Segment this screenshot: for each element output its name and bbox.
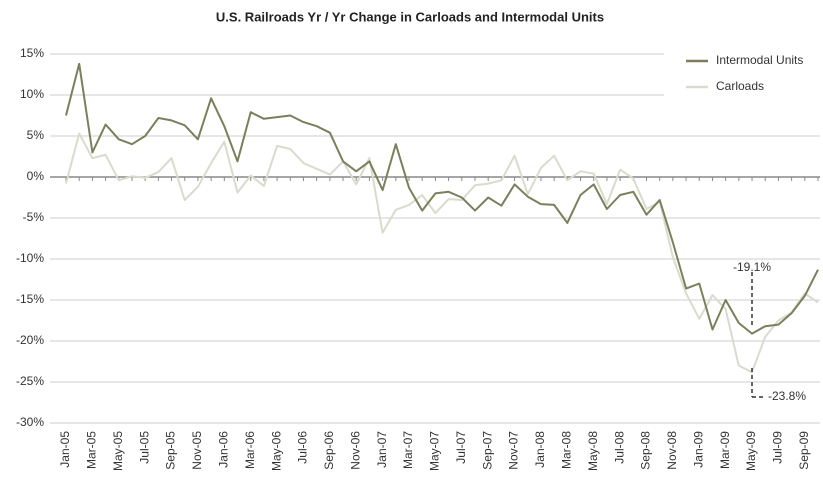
plot (65, 62, 819, 374)
legend-label: Carloads (716, 79, 764, 93)
x-tick-label: Jul-05 (137, 431, 151, 464)
y-tick-label: -25% (16, 374, 44, 388)
x-tick-label: Jan-06 (216, 431, 230, 468)
x-tick-label: Jan-08 (533, 431, 547, 468)
x-tick-label: Nov-08 (665, 431, 679, 470)
x-tick-label: Sep-05 (164, 431, 178, 470)
x-tick-label: Nov-07 (507, 431, 521, 470)
x-tick-label: Jul-07 (454, 431, 468, 464)
x-tick-label: May-06 (269, 431, 283, 471)
y-tick-label: 5% (27, 128, 45, 142)
x-tick-label: Mar-05 (85, 431, 99, 469)
x-tick-label: Sep-08 (639, 431, 653, 470)
y-tick-label: 15% (20, 46, 44, 60)
x-tick-label: Mar-07 (401, 431, 415, 469)
y-tick-label: -20% (16, 333, 44, 347)
x-tick-label: Sep-07 (480, 431, 494, 470)
series-line (65, 132, 819, 374)
y-tick-label: -15% (16, 292, 44, 306)
series-line (65, 62, 819, 335)
x-tick-label: May-08 (586, 431, 600, 471)
x-tick-label: Jan-05 (58, 431, 72, 468)
chart-title: U.S. Railroads Yr / Yr Change in Carload… (216, 9, 604, 24)
x-tick-label: Sep-09 (797, 431, 811, 470)
y-tick-label: -10% (16, 251, 44, 265)
grid (50, 53, 820, 424)
legend-label: Intermodal Units (716, 53, 803, 67)
x-tick-label: Mar-06 (243, 431, 257, 469)
y-tick-label: 10% (20, 87, 44, 101)
x-tick-label: Mar-08 (560, 431, 574, 469)
x-tick-label: Nov-05 (190, 431, 204, 470)
y-tick-label: -30% (16, 415, 44, 429)
x-tick-label: Mar-09 (718, 431, 732, 469)
x-tick-label: Jul-08 (612, 431, 626, 464)
annotation: -19.1% (733, 260, 771, 274)
y-tick-label: -5% (23, 210, 45, 224)
y-tick-label: 0% (27, 169, 45, 183)
annotation: -23.8% (768, 389, 806, 403)
x-tick-label: Jul-06 (296, 431, 310, 464)
x-tick-label: May-05 (111, 431, 125, 471)
legend-background (664, 44, 823, 102)
x-tick-label: Sep-06 (322, 431, 336, 470)
x-tick-label: May-09 (744, 431, 758, 471)
x-tick-label: May-07 (428, 431, 442, 471)
x-tick-label: Jan-09 (691, 431, 705, 468)
x-tick-label: Nov-06 (348, 431, 362, 470)
x-tick-label: Jul-09 (771, 431, 785, 464)
x-tick-label: Jan-07 (375, 431, 389, 468)
